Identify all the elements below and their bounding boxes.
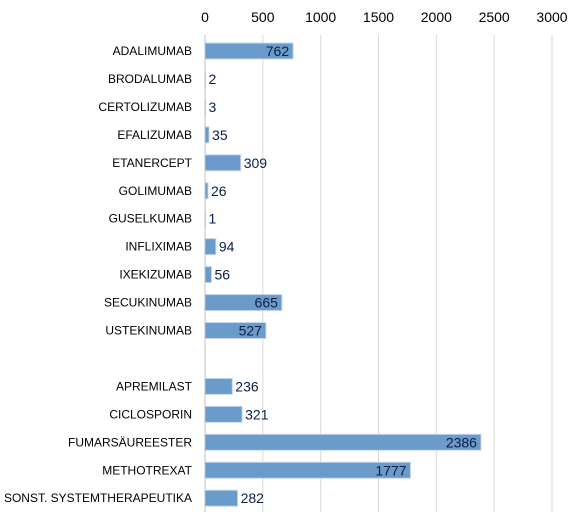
bar xyxy=(204,266,212,284)
data-label: 1 xyxy=(209,211,217,227)
bar xyxy=(204,238,217,256)
bar xyxy=(204,405,243,423)
category-label: ETANERCEPT xyxy=(112,156,192,170)
x-tick-label: 1500 xyxy=(363,9,394,25)
x-tick-label: 2500 xyxy=(479,9,510,25)
bar xyxy=(204,154,242,172)
data-label: 1777 xyxy=(375,462,406,478)
category-label: CICLOSPORIN xyxy=(109,407,192,421)
data-label: 236 xyxy=(235,378,259,394)
data-label: 56 xyxy=(214,267,230,283)
data-label: 665 xyxy=(255,295,279,311)
data-label: 321 xyxy=(245,406,269,422)
bars xyxy=(204,42,482,507)
category-label: SECUKINUMAB xyxy=(104,296,192,310)
category-label: USTEKINUMAB xyxy=(105,324,192,338)
data-label: 35 xyxy=(212,127,228,143)
category-label: CERTOLIZUMAB xyxy=(98,100,192,114)
category-label: ADALIMUMAB xyxy=(113,44,192,58)
data-label: 309 xyxy=(244,155,268,171)
data-label: 762 xyxy=(266,43,290,59)
category-label: IXEKIZUMAB xyxy=(119,268,192,282)
x-tick-label: 0 xyxy=(201,9,209,25)
data-labels: 762 2 3 35 309 26 194 56 665 527 236 321 2386 1777 282 xyxy=(209,43,478,506)
bar xyxy=(204,433,482,451)
category-label: APREMILAST xyxy=(116,379,193,393)
category-label: METHOTREXAT xyxy=(102,463,192,477)
x-tick-label: 1000 xyxy=(305,9,336,25)
data-label: 2 xyxy=(209,71,217,87)
data-label: 527 xyxy=(239,323,263,339)
data-label: 94 xyxy=(219,239,235,255)
category-label: BRODALUMAB xyxy=(108,72,192,86)
bar xyxy=(204,126,210,144)
data-label: 282 xyxy=(241,490,265,506)
category-label: GOLIMUMAB xyxy=(119,184,192,198)
x-tick-label: 500 xyxy=(251,9,275,25)
data-label: 3 xyxy=(209,99,217,115)
category-label: EFALIZUMAB xyxy=(117,128,192,142)
x-axis-ticks: 0 500 1000 1500 2000 2500 3000 xyxy=(201,9,568,25)
bar xyxy=(204,489,239,507)
category-label: SONST. SYSTEMTHERAPEUTIKA xyxy=(4,491,192,505)
x-tick-label: 3000 xyxy=(536,9,567,25)
category-label: INFLIXIMAB xyxy=(125,240,192,254)
data-label: 26 xyxy=(211,183,227,199)
category-label: GUSELKUMAB xyxy=(109,212,192,226)
bar xyxy=(204,377,233,395)
category-label: FUMARSÄUREESTER xyxy=(68,435,192,449)
gridlines xyxy=(204,35,553,512)
category-labels: ADALIMUMAB BRODALUMAB CERTOLIZUMAB EFALIZUM… xyxy=(4,44,193,505)
x-tick-label: 2000 xyxy=(421,9,452,25)
data-label: 2386 xyxy=(446,434,477,450)
